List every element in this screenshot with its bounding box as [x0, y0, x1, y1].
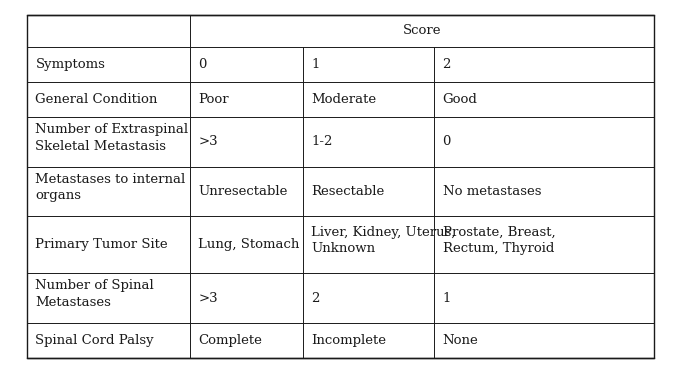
Text: Number of Extraspinal
Skeletal Metastasis: Number of Extraspinal Skeletal Metastasi…	[35, 123, 189, 153]
Text: 1-2: 1-2	[311, 135, 332, 148]
Text: General Condition: General Condition	[35, 93, 158, 106]
Text: >3: >3	[198, 135, 218, 148]
Text: Unresectable: Unresectable	[198, 185, 287, 198]
Text: Number of Spinal
Metastases: Number of Spinal Metastases	[35, 279, 154, 309]
Text: Resectable: Resectable	[311, 185, 384, 198]
Text: Metastases to internal
organs: Metastases to internal organs	[35, 173, 186, 202]
Text: No metastases: No metastases	[443, 185, 541, 198]
Text: 0: 0	[198, 58, 206, 71]
Text: 1: 1	[311, 58, 319, 71]
Text: 1: 1	[443, 292, 451, 305]
Text: Complete: Complete	[198, 334, 262, 347]
Text: Moderate: Moderate	[311, 93, 376, 106]
Text: 0: 0	[443, 135, 451, 148]
Text: Prostate, Breast,
Rectum, Thyroid: Prostate, Breast, Rectum, Thyroid	[443, 226, 555, 255]
Text: Spinal Cord Palsy: Spinal Cord Palsy	[35, 334, 154, 347]
Text: 2: 2	[443, 58, 451, 71]
Text: None: None	[443, 334, 478, 347]
Text: Liver, Kidney, Uterus,
Unknown: Liver, Kidney, Uterus, Unknown	[311, 226, 456, 255]
Text: >3: >3	[198, 292, 218, 305]
Text: Score: Score	[402, 24, 441, 37]
Text: Lung, Stomach: Lung, Stomach	[198, 238, 300, 251]
Text: Incomplete: Incomplete	[311, 334, 386, 347]
Text: Good: Good	[443, 93, 477, 106]
Text: Symptoms: Symptoms	[35, 58, 106, 71]
Text: Poor: Poor	[198, 93, 229, 106]
Text: 2: 2	[311, 292, 319, 305]
Text: Primary Tumor Site: Primary Tumor Site	[35, 238, 168, 251]
